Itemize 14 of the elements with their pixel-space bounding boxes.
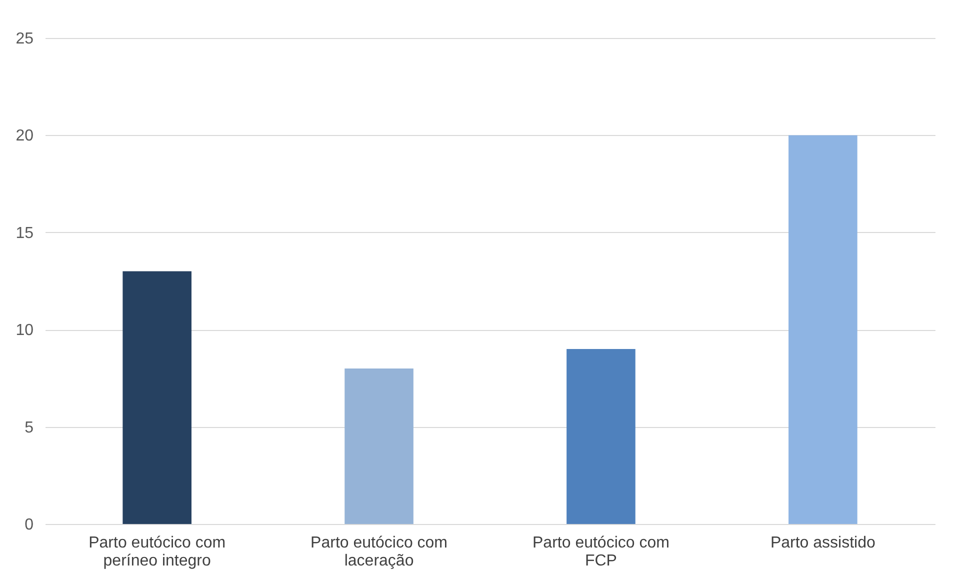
y-tick-label: 15 xyxy=(16,224,34,242)
x-tick-label: Parto eutócico com FCP xyxy=(532,534,670,570)
x-tick-label: Parto eutócico com períneo integro xyxy=(88,534,226,570)
x-tick-label: Parto eutócico com laceração xyxy=(310,534,448,570)
y-tick-label: 10 xyxy=(16,322,34,340)
bar xyxy=(788,135,858,524)
y-tick-label: 0 xyxy=(24,516,34,534)
bar xyxy=(566,349,636,524)
bar xyxy=(344,368,414,524)
x-tick-label: Parto assistido xyxy=(770,534,876,552)
y-tick-label: 25 xyxy=(16,30,34,48)
y-tick-label: 5 xyxy=(24,419,34,436)
y-tick-label: 20 xyxy=(16,128,34,145)
bar xyxy=(122,271,192,524)
